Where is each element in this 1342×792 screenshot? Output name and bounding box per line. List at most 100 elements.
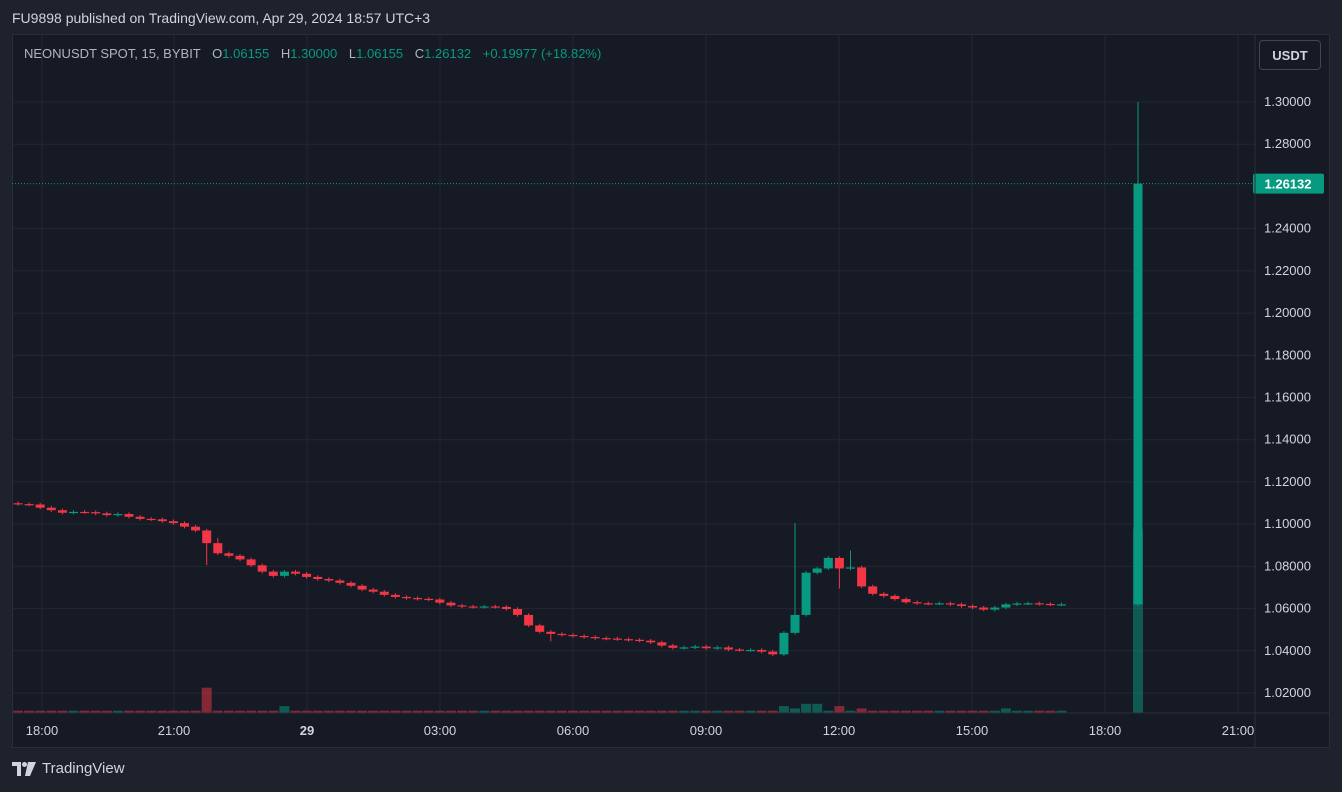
volume-bar bbox=[346, 710, 356, 713]
volume-bar bbox=[445, 710, 456, 713]
candle-body bbox=[324, 579, 334, 581]
candle-body bbox=[435, 599, 445, 603]
candle-body bbox=[823, 557, 833, 569]
volume-bar bbox=[590, 710, 601, 713]
candle-body bbox=[579, 636, 589, 638]
last-price-label: 1.26132 bbox=[1265, 177, 1312, 192]
volume-bar bbox=[468, 710, 479, 713]
volume-bar bbox=[401, 710, 412, 713]
candle-body bbox=[1056, 604, 1066, 606]
candle-body bbox=[479, 606, 489, 608]
open-label: O bbox=[212, 46, 223, 61]
volume-bar bbox=[790, 708, 800, 713]
candle-body bbox=[168, 521, 178, 524]
tradingview-logo[interactable]: TradingView bbox=[12, 760, 125, 777]
currency-button[interactable]: USDT bbox=[1259, 40, 1321, 70]
candle-body bbox=[468, 606, 478, 608]
candle-body bbox=[657, 642, 667, 646]
volume-bar bbox=[157, 710, 168, 713]
candle-body bbox=[135, 516, 145, 519]
volume-bar bbox=[889, 710, 900, 713]
price-tick-label: 1.16000 bbox=[1264, 390, 1311, 405]
volume-bar bbox=[246, 710, 257, 713]
chart-pane[interactable] bbox=[12, 34, 1330, 748]
volume-bar bbox=[1000, 708, 1011, 713]
candle-body bbox=[302, 573, 312, 577]
volume-bar bbox=[767, 710, 778, 713]
volume-bar bbox=[812, 703, 823, 713]
candle-body bbox=[957, 604, 966, 607]
candle-body bbox=[457, 605, 467, 607]
volume-bar bbox=[945, 710, 956, 713]
volume-bar bbox=[179, 710, 190, 713]
close-label: C bbox=[414, 46, 425, 61]
volume-bar bbox=[290, 710, 301, 713]
price-tick-label: 1.30000 bbox=[1264, 94, 1311, 109]
candle-body bbox=[535, 625, 545, 632]
candle-body bbox=[202, 530, 212, 544]
candle-body bbox=[735, 649, 744, 651]
volume-bar bbox=[978, 710, 989, 713]
candle-body bbox=[24, 504, 34, 506]
volume-bar bbox=[68, 710, 79, 713]
volume-bar bbox=[1056, 710, 1067, 713]
candle-body bbox=[746, 649, 756, 652]
candle-body bbox=[279, 571, 289, 576]
candle-body bbox=[524, 614, 534, 626]
price-tick-label: 1.24000 bbox=[1264, 221, 1311, 236]
tradingview-logo-text: TradingView bbox=[42, 760, 125, 777]
price-tick-label: 1.10000 bbox=[1264, 516, 1311, 531]
volume-bar bbox=[912, 710, 923, 713]
candle-body bbox=[979, 607, 989, 610]
candle-body bbox=[612, 638, 622, 640]
volume-bar bbox=[368, 710, 379, 713]
candle-body bbox=[768, 651, 778, 655]
volume-bar bbox=[834, 706, 845, 713]
candle-body bbox=[424, 598, 434, 601]
volume-bar bbox=[357, 710, 368, 713]
candle-body bbox=[413, 598, 423, 600]
volume-bar bbox=[479, 710, 490, 713]
candle-body bbox=[912, 602, 922, 604]
volume-bar bbox=[634, 710, 645, 713]
candle-body bbox=[601, 638, 611, 640]
candle-body bbox=[1133, 183, 1143, 605]
candle-body bbox=[868, 586, 878, 594]
candle-body bbox=[923, 603, 933, 605]
close-value: 1.26132 bbox=[424, 46, 472, 61]
price-tick-label: 1.12000 bbox=[1264, 474, 1311, 489]
candle-body bbox=[812, 568, 822, 573]
candle-body bbox=[1001, 604, 1011, 608]
candle-body bbox=[246, 559, 256, 566]
candle-body bbox=[646, 640, 656, 643]
volume-bar bbox=[645, 710, 656, 713]
candle-body bbox=[690, 646, 700, 648]
volume-bar bbox=[124, 710, 134, 713]
symbol-name[interactable]: NEONUSDT SPOT, 15, BYBIT bbox=[24, 46, 201, 61]
volume-bar bbox=[734, 710, 745, 713]
volume-bar bbox=[501, 710, 512, 713]
candle-body bbox=[91, 512, 101, 514]
volume-bar bbox=[712, 710, 723, 713]
price-tick-label: 1.04000 bbox=[1264, 643, 1311, 658]
candle-body bbox=[368, 589, 378, 592]
volume-bar bbox=[512, 710, 523, 713]
candle-body bbox=[490, 606, 500, 608]
candle-body bbox=[146, 518, 156, 521]
candle-body bbox=[701, 646, 711, 649]
candle-body bbox=[46, 507, 56, 511]
price-tick-label: 1.28000 bbox=[1264, 136, 1311, 151]
volume-bar bbox=[1034, 710, 1045, 713]
candle-body bbox=[801, 572, 811, 615]
candle-body bbox=[80, 511, 90, 514]
volume-bar bbox=[235, 710, 245, 713]
volume-bar bbox=[334, 710, 345, 713]
candle-body bbox=[901, 599, 911, 603]
volume-bar bbox=[579, 710, 590, 713]
candle-body bbox=[379, 591, 389, 595]
candle-body bbox=[779, 632, 789, 655]
volume-bar bbox=[201, 687, 212, 713]
low-label: L bbox=[348, 46, 357, 61]
publish-info-text: FU9898 published on TradingView.com, Apr… bbox=[12, 10, 431, 26]
